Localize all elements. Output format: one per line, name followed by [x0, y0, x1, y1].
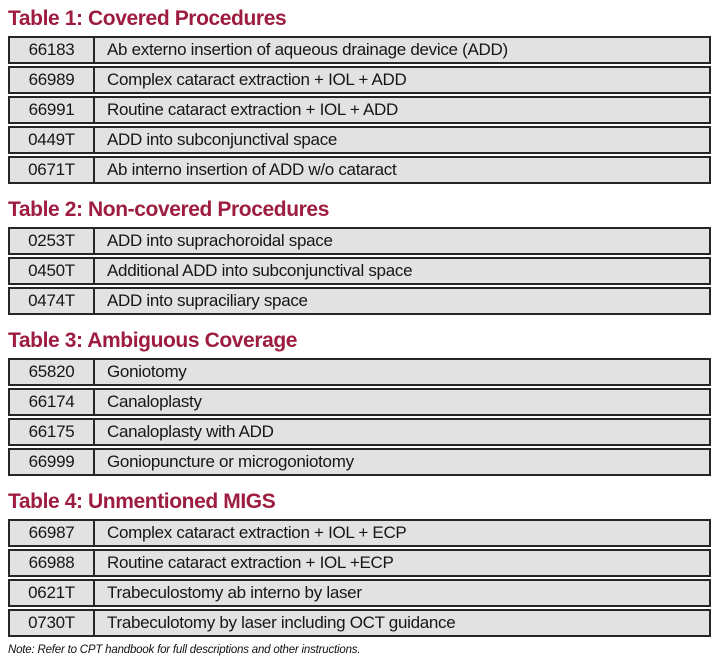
description-cell: Ab interno insertion of ADD w/o cataract	[107, 160, 397, 179]
table-body: 66183 Ab externo insertion of aqueous dr…	[8, 36, 711, 184]
table-section: Table 4: Unmentioned MIGS 66987 Complex …	[8, 491, 711, 637]
code-cell: 66183	[10, 38, 95, 62]
description-cell: Complex cataract extraction + IOL + ECP	[107, 523, 407, 542]
table-body: 65820 Goniotomy 66174 Canaloplasty 66175…	[8, 358, 711, 476]
table-row: 66174 Canaloplasty	[8, 388, 711, 416]
table-row: 66999 Goniopuncture or microgoniotomy	[8, 448, 711, 476]
description-cell: Canaloplasty with ADD	[107, 422, 274, 441]
table-row: 66991 Routine cataract extraction + IOL …	[8, 96, 711, 124]
table-row: 0449T ADD into subconjunctival space	[8, 126, 711, 154]
table-body: 0253T ADD into suprachoroidal space 0450…	[8, 227, 711, 315]
table-row: 0253T ADD into suprachoroidal space	[8, 227, 711, 255]
code-cell: 66988	[10, 551, 95, 575]
description-cell: ADD into suprachoroidal space	[107, 231, 333, 250]
table-row: 66989 Complex cataract extraction + IOL …	[8, 66, 711, 94]
code-cell: 0449T	[10, 128, 95, 152]
code-cell: 0621T	[10, 581, 95, 605]
table-row: 0671T Ab interno insertion of ADD w/o ca…	[8, 156, 711, 184]
description-cell: Trabeculostomy ab interno by laser	[107, 583, 362, 602]
table-row: 0730T Trabeculotomy by laser including O…	[8, 609, 711, 637]
code-cell: 65820	[10, 360, 95, 384]
tables-container: Table 1: Covered Procedures 66183 Ab ext…	[8, 8, 711, 637]
table-body: 66987 Complex cataract extraction + IOL …	[8, 519, 711, 637]
table-row: 65820 Goniotomy	[8, 358, 711, 386]
description-cell: Routine cataract extraction + IOL + ADD	[107, 100, 398, 119]
description-cell: Routine cataract extraction + IOL +ECP	[107, 553, 394, 572]
table-row: 0450T Additional ADD into subconjunctiva…	[8, 257, 711, 285]
table-title: Table 2: Non-covered Procedures	[8, 198, 329, 221]
code-cell: 0730T	[10, 611, 95, 635]
code-cell: 0450T	[10, 259, 95, 283]
code-cell: 66175	[10, 420, 95, 444]
description-cell: Trabeculotomy by laser including OCT gui…	[107, 613, 456, 632]
table-row: 66175 Canaloplasty with ADD	[8, 418, 711, 446]
code-cell: 66991	[10, 98, 95, 122]
table-section: Table 1: Covered Procedures 66183 Ab ext…	[8, 8, 711, 184]
code-cell: 66999	[10, 450, 95, 474]
table-section: Table 3: Ambiguous Coverage 65820 Goniot…	[8, 330, 711, 476]
table-section: Table 2: Non-covered Procedures 0253T AD…	[8, 199, 711, 315]
table-row: 0474T ADD into supraciliary space	[8, 287, 711, 315]
code-cell: 66174	[10, 390, 95, 414]
table-title: Table 4: Unmentioned MIGS	[8, 490, 276, 513]
description-cell: Complex cataract extraction + IOL + ADD	[107, 70, 407, 89]
table-row: 0621T Trabeculostomy ab interno by laser	[8, 579, 711, 607]
code-cell: 66987	[10, 521, 95, 545]
description-cell: Canaloplasty	[107, 392, 202, 411]
description-cell: ADD into subconjunctival space	[107, 130, 338, 149]
description-cell: Ab externo insertion of aqueous drainage…	[107, 40, 508, 59]
code-cell: 0253T	[10, 229, 95, 253]
table-title: Table 1: Covered Procedures	[8, 7, 287, 30]
table-row: 66183 Ab externo insertion of aqueous dr…	[8, 36, 711, 64]
code-cell: 66989	[10, 68, 95, 92]
description-cell: Goniotomy	[107, 362, 187, 381]
description-cell: ADD into supraciliary space	[107, 291, 308, 310]
table-row: 66988 Routine cataract extraction + IOL …	[8, 549, 711, 577]
description-cell: Additional ADD into subconjunctival spac…	[107, 261, 413, 280]
code-cell: 0671T	[10, 158, 95, 182]
code-cell: 0474T	[10, 289, 95, 313]
table-title: Table 3: Ambiguous Coverage	[8, 329, 298, 352]
footnote: Note: Refer to CPT handbook for full des…	[8, 644, 361, 656]
description-cell: Goniopuncture or microgoniotomy	[107, 452, 354, 471]
table-row: 66987 Complex cataract extraction + IOL …	[8, 519, 711, 547]
